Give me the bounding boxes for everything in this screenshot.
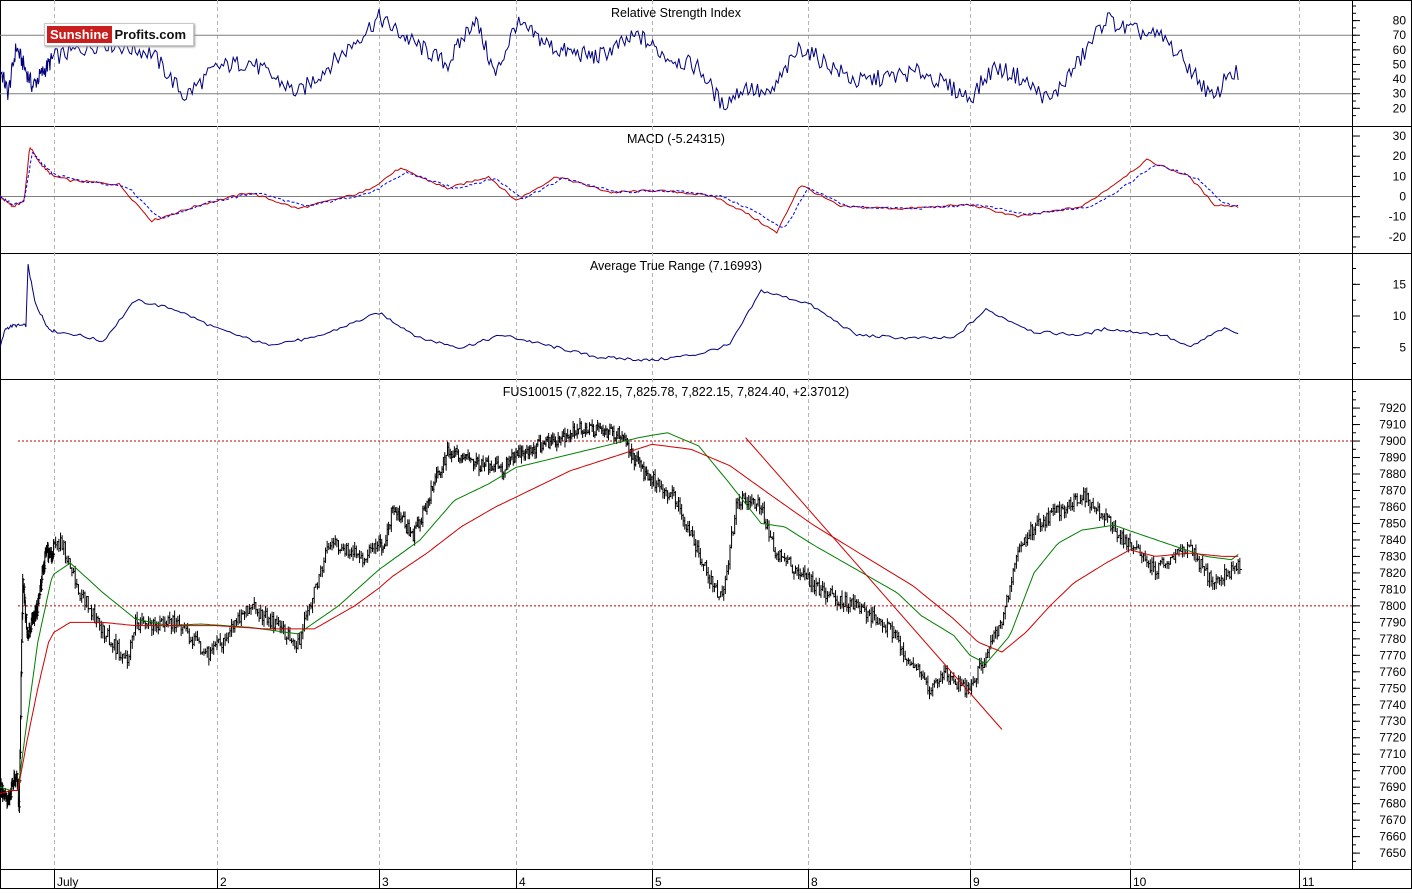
y-tick-label: 7910 xyxy=(1379,418,1406,432)
y-tick-label: 7790 xyxy=(1379,615,1406,629)
y-tick-label: 7650 xyxy=(1379,846,1406,860)
series-line xyxy=(0,264,1239,362)
logo-text-profits: Profits.com xyxy=(114,27,187,42)
moving-average-long xyxy=(0,443,1239,795)
panel-title: MACD (-5.24315) xyxy=(627,132,725,146)
panel-title: Average True Range (7.16993) xyxy=(590,259,762,273)
y-tick-label: 7920 xyxy=(1379,401,1406,415)
y-tick-label: 7870 xyxy=(1379,483,1406,497)
series-signal xyxy=(0,151,1239,229)
y-tick-label: 7780 xyxy=(1379,632,1406,646)
x-tick-label: July xyxy=(57,875,78,889)
y-tick-label: 7800 xyxy=(1379,599,1406,613)
x-tick-label: 9 xyxy=(973,875,980,889)
y-tick-label: 7810 xyxy=(1379,582,1406,596)
y-tick-label: 20 xyxy=(1393,149,1407,163)
y-tick-label: 7830 xyxy=(1379,549,1406,563)
y-tick-label: 30 xyxy=(1393,129,1407,143)
y-tick-label: 7850 xyxy=(1379,516,1406,530)
y-tick-label: 50 xyxy=(1393,57,1407,71)
x-tick-label: 5 xyxy=(655,875,662,889)
y-tick-label: 7730 xyxy=(1379,714,1406,728)
y-tick-label: 7720 xyxy=(1379,731,1406,745)
x-tick-label: 4 xyxy=(519,875,526,889)
y-tick-label: 0 xyxy=(1399,190,1406,204)
y-tick-label: 10 xyxy=(1393,309,1407,323)
x-tick-label: 2 xyxy=(220,875,227,889)
y-tick-label: 7760 xyxy=(1379,665,1406,679)
y-tick-label: 40 xyxy=(1393,72,1407,86)
series-macd xyxy=(0,146,1239,234)
y-tick-label: 7860 xyxy=(1379,500,1406,514)
x-tick-label: 8 xyxy=(811,875,818,889)
panel-title: Relative Strength Index xyxy=(611,6,742,20)
y-tick-label: 7880 xyxy=(1379,467,1406,481)
x-tick-label: 11 xyxy=(1302,875,1315,889)
logo-text-sunshine: Sunshine xyxy=(47,26,112,43)
y-tick-label: 7890 xyxy=(1379,451,1406,465)
sunshine-profits-logo: Sunshine Profits.com xyxy=(44,23,194,46)
y-tick-label: 7680 xyxy=(1379,797,1406,811)
y-tick-label: 7750 xyxy=(1379,681,1406,695)
panel-title: FUS10015 (7,822.15, 7,825.78, 7,822.15, … xyxy=(503,385,849,399)
y-tick-label: 15 xyxy=(1393,277,1407,291)
y-tick-label: 80 xyxy=(1393,14,1407,28)
y-tick-label: 7710 xyxy=(1379,747,1406,761)
y-tick-label: 7690 xyxy=(1379,780,1406,794)
x-tick-label: 10 xyxy=(1133,875,1147,889)
y-tick-label: 7840 xyxy=(1379,533,1406,547)
y-tick-label: 5 xyxy=(1399,341,1406,355)
moving-average-short xyxy=(0,432,1239,791)
y-tick-label: -10 xyxy=(1389,210,1407,224)
y-tick-label: 7820 xyxy=(1379,566,1406,580)
y-tick-label: 7900 xyxy=(1379,434,1406,448)
y-tick-label: 60 xyxy=(1393,43,1407,57)
x-tick-label: 3 xyxy=(382,875,389,889)
y-tick-label: 7740 xyxy=(1379,698,1406,712)
y-tick-label: 30 xyxy=(1393,87,1407,101)
y-tick-label: 70 xyxy=(1393,28,1407,42)
y-tick-label: 10 xyxy=(1393,169,1407,183)
y-tick-label: 7670 xyxy=(1379,813,1406,827)
y-tick-label: -20 xyxy=(1389,230,1407,244)
y-tick-label: 7660 xyxy=(1379,830,1406,844)
y-tick-label: 7770 xyxy=(1379,648,1406,662)
y-tick-label: 20 xyxy=(1393,101,1407,115)
resistance-trendline xyxy=(745,437,1003,730)
y-tick-label: 7700 xyxy=(1379,764,1406,778)
